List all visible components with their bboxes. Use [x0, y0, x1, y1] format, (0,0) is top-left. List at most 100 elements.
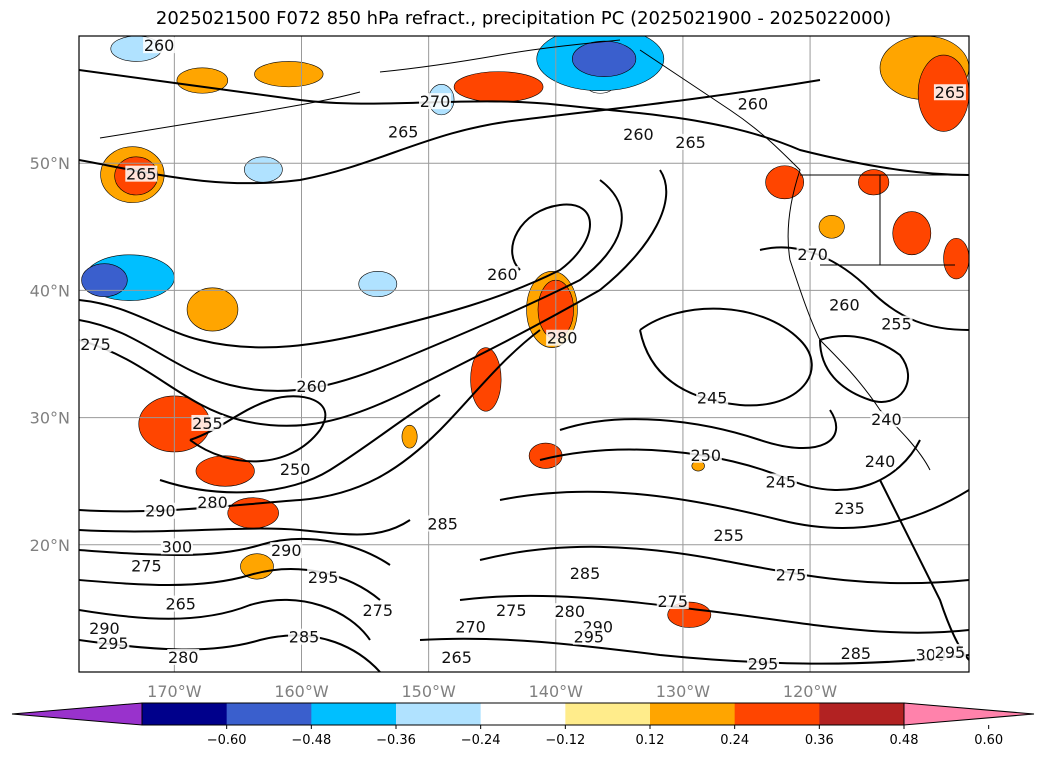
y-axis-ticks: 50°N 40°N 30°N 20°N: [30, 154, 70, 555]
contour-label-bg-21: [764, 473, 797, 490]
contour-label-7: 265: [935, 83, 966, 102]
contour-label-bg-37: [656, 593, 689, 610]
colorbar-bin-0: [142, 703, 228, 725]
x-tick-label-2: 150°W: [401, 682, 456, 701]
contour-label-bg-24: [196, 493, 229, 510]
x-tick-label-5: 120°W: [783, 682, 838, 701]
contour-label-14: 260: [296, 377, 327, 396]
contour-label-bg-18: [191, 414, 224, 431]
contour-labels: 2602702652652652602602652702602802602552…: [79, 36, 966, 673]
contour-label-bg-9: [486, 266, 519, 283]
contour-label-bg-11: [828, 296, 861, 313]
contour-label-bg-30: [307, 568, 340, 585]
contour-label-bg-20: [689, 446, 722, 463]
contour-label-bg-44: [167, 649, 200, 666]
grid-layer: [79, 36, 969, 672]
colorbar-tick-label-4: −0.12: [545, 733, 585, 748]
colorbar-extend-high: [903, 702, 1035, 726]
contour-label-9: 260: [487, 265, 518, 284]
contour-label-bg-27: [160, 538, 193, 555]
contour-label-19: 250: [280, 460, 311, 479]
precip-area-18: [240, 553, 274, 580]
precip-area-8: [358, 271, 398, 298]
contour-label-2: 265: [388, 123, 419, 142]
contour-label-17: 240: [865, 452, 896, 471]
contour-label-8: 270: [797, 245, 828, 264]
contour-label-bg-28: [270, 542, 303, 559]
y-tick-label-1: 40°N: [30, 281, 70, 300]
precip-area-4: [572, 40, 637, 78]
colorbar-tick-label-2: −0.36: [376, 733, 416, 748]
contour-label-15: 245: [697, 389, 728, 408]
y-tick-label-0: 50°N: [30, 154, 70, 173]
contour-label-11: 260: [829, 296, 860, 315]
colorbar-bin-8: [819, 703, 905, 725]
precip-area-26: [892, 211, 932, 256]
contour-label-bg-33: [164, 595, 197, 612]
x-axis-ticks: 170°W 160°W 150°W 140°W 130°W 120°W: [147, 682, 837, 701]
contour-label-bg-1: [419, 93, 451, 110]
contour-label-24: 280: [197, 493, 228, 512]
contour-label-bg-16: [870, 411, 903, 428]
contour-label-46: 295: [748, 654, 779, 673]
contour-label-4: 265: [675, 133, 706, 152]
contour-label-25: 285: [427, 514, 458, 533]
colorbar-bin-7: [734, 703, 820, 725]
contour-label-bg-38: [88, 619, 121, 636]
x-tick-label-4: 130°W: [656, 682, 711, 701]
contour-label-bg-19: [279, 460, 312, 477]
contour-label-44: 280: [168, 648, 199, 667]
contour-label-6: 260: [623, 125, 654, 144]
chart-title: 2025021500 F072 850 hPa refract., precip…: [155, 8, 892, 29]
y-tick-label-3: 20°N: [30, 536, 70, 555]
colorbar-bin-5: [565, 703, 651, 725]
precip-area-25: [858, 169, 890, 196]
contour-label-47: 285: [841, 644, 872, 663]
contour-label-22: 235: [834, 499, 865, 518]
contour-label-bg-17: [864, 453, 896, 470]
contour-label-bg-4: [674, 133, 707, 150]
colorbar-bin-2: [311, 703, 397, 725]
colorbar-tick-label-6: 0.24: [720, 733, 749, 748]
contour-label-18: 255: [192, 414, 223, 433]
precip-area-7: [243, 156, 283, 183]
contour-label-5: 260: [738, 95, 769, 114]
contour-label-35: 275: [496, 601, 527, 620]
contour-label-12: 255: [881, 315, 912, 334]
precip-area-32: [401, 424, 418, 449]
contour-label-bg-39: [288, 628, 321, 645]
contour-label-bg-47: [839, 645, 872, 662]
colorbar: −0.60 −0.48 −0.36 −0.24 −0.12 0.12 0.24 0.36 0.4…: [11, 702, 1035, 748]
contour-label-bg-3: [125, 165, 158, 182]
precip-area-28: [818, 215, 845, 239]
contour-label-bg-5: [736, 95, 769, 112]
colorbar-frame: [141, 702, 905, 726]
colorbar-tick-label-0: −0.60: [207, 733, 247, 748]
contour-label-30: 295: [308, 568, 339, 587]
colorbar-extend-low: [11, 702, 143, 726]
plot-frame: [78, 35, 970, 673]
contour-label-bg-15: [696, 389, 729, 406]
contour-label-33: 265: [165, 595, 196, 614]
contour-label-1: 270: [420, 92, 451, 111]
precip-area-14: [186, 287, 239, 332]
contour-label-21: 245: [766, 472, 797, 491]
contour-label-bg-29: [130, 557, 163, 574]
colorbar-bin-6: [650, 703, 736, 725]
colorbar-tick-label-5: 0.12: [636, 733, 665, 748]
colorbar-bin-3: [396, 703, 482, 725]
contour-label-bg-0: [143, 37, 176, 54]
contour-label-0: 260: [144, 36, 175, 55]
precip-area-10: [254, 61, 324, 88]
contour-label-bg-13: [79, 336, 112, 353]
contour-label-42: 295: [574, 628, 605, 647]
contour-label-36: 280: [554, 602, 585, 621]
contour-label-34: 275: [363, 601, 394, 620]
contour-label-20: 250: [691, 446, 722, 465]
contour-label-13: 275: [80, 335, 111, 354]
plot-area: [79, 36, 969, 672]
contour-label-29: 275: [131, 556, 162, 575]
x-tick-label-1: 160°W: [274, 682, 329, 701]
x-tick-label-3: 140°W: [529, 682, 584, 701]
